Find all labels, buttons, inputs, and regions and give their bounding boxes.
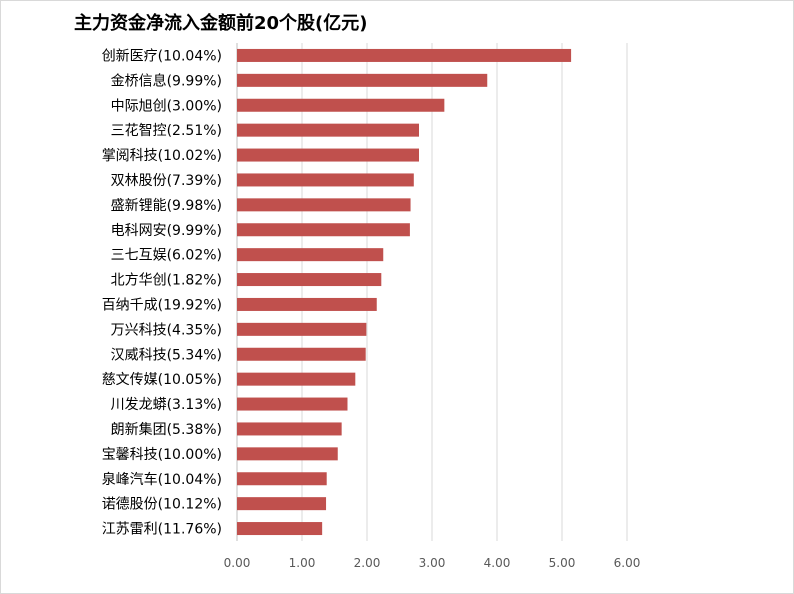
- x-tick-label: 4.00: [484, 556, 511, 570]
- bar: [237, 522, 323, 536]
- category-label: 三七互娱(6.02%): [111, 248, 222, 264]
- x-tick-label: 3.00: [419, 556, 446, 570]
- category-label: 双林股份(7.39%): [111, 173, 222, 189]
- bar: [237, 148, 419, 162]
- category-label: 三花智控(2.51%): [111, 123, 222, 139]
- x-tick-label: 1.00: [289, 556, 316, 570]
- bar: [237, 447, 338, 461]
- bar: [237, 273, 382, 287]
- x-tick-label: 6.00: [614, 556, 641, 570]
- gridlines: [236, 43, 628, 541]
- x-tick-label: 0.00: [224, 556, 251, 570]
- bar: [237, 422, 342, 436]
- category-label: 泉峰汽车(10.04%): [102, 471, 222, 488]
- bar: [237, 497, 327, 511]
- bar: [237, 173, 414, 187]
- x-tick-label: 2.00: [354, 556, 381, 570]
- bar: [237, 347, 366, 361]
- category-label: 掌阅科技(10.02%): [102, 148, 222, 164]
- bar: [237, 98, 445, 112]
- category-label: 慈文传媒(10.05%): [102, 372, 222, 388]
- category-label: 诺德股份(10.12%): [102, 497, 222, 513]
- x-axis-tick-labels: 0.00 1.00 2.00 3.00 4.00 5.00 6.00: [224, 556, 641, 570]
- category-label: 金桥信息(9.99%): [111, 72, 222, 89]
- bars: [237, 48, 572, 536]
- bar: [237, 372, 356, 386]
- bar: [237, 297, 377, 311]
- bar: [237, 123, 419, 137]
- bar: [237, 198, 411, 212]
- category-label: 川发龙蟒(3.13%): [111, 397, 222, 413]
- category-label: 朗新集团(5.38%): [111, 421, 222, 438]
- category-label: 创新医疗(10.04%): [102, 48, 222, 64]
- category-label: 电科网安(9.99%): [111, 223, 222, 239]
- category-label: 江苏雷利(11.76%): [102, 522, 222, 538]
- category-label: 汉威科技(5.34%): [111, 347, 222, 363]
- category-label: 宝馨科技(10.00%): [102, 447, 222, 463]
- x-tick-label: 5.00: [549, 556, 576, 570]
- category-label: 中际旭创(3.00%): [111, 98, 222, 114]
- category-label: 盛新锂能(9.98%): [111, 198, 222, 214]
- bar: [237, 248, 384, 262]
- category-labels: 创新医疗(10.04%) 金桥信息(9.99%) 中际旭创(3.00%) 三花智控(2…: [102, 48, 222, 537]
- bar: [237, 48, 572, 62]
- category-label: 万兴科技(4.35%): [111, 322, 222, 338]
- bar: [237, 397, 348, 411]
- chart-title: 主力资金净流入金额前20个股(亿元): [74, 13, 368, 34]
- category-label: 北方华创(1.82%): [111, 273, 222, 289]
- category-label: 百纳千成(19.92%): [102, 297, 222, 313]
- bar: [237, 322, 367, 336]
- bar: [237, 223, 410, 237]
- bar: [237, 73, 488, 87]
- bar: [237, 472, 327, 486]
